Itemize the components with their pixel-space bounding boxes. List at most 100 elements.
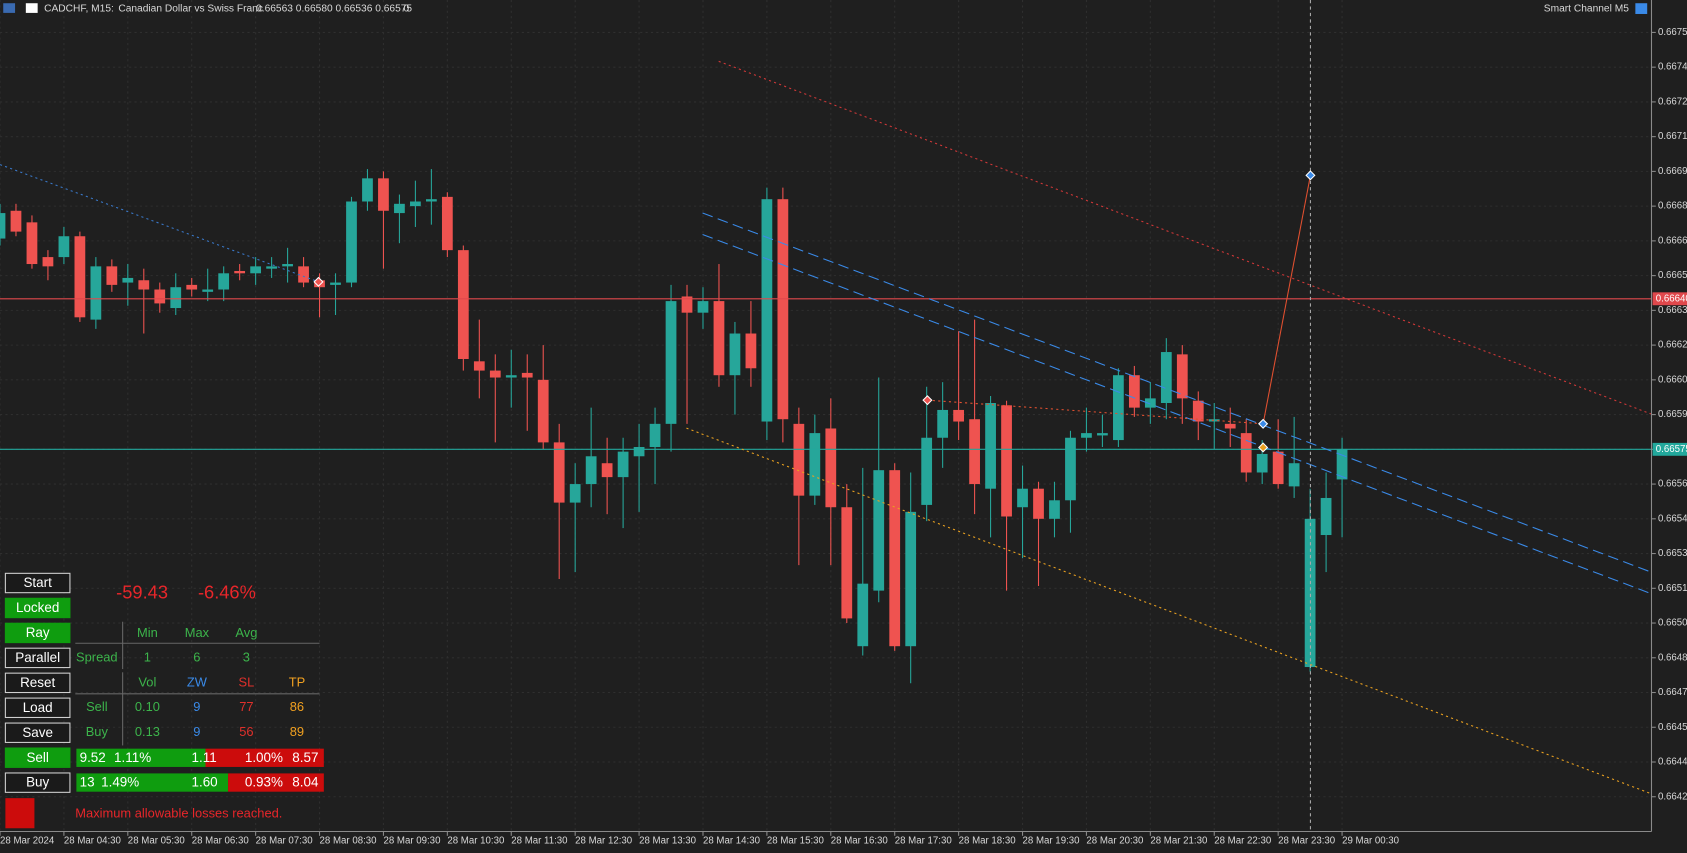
y-tick-label: 0.66620	[1658, 340, 1687, 351]
candle-body	[489, 370, 501, 378]
table-header: ZW	[187, 674, 208, 689]
button[interactable]	[4, 772, 71, 793]
candle-body	[1224, 423, 1236, 429]
x-tick-label: 29 Mar 00:30	[1342, 836, 1399, 847]
y-tick-label: 0.66440	[1658, 757, 1687, 768]
x-tick-label: 28 Mar 16:30	[831, 836, 888, 847]
control-panel: Start Locked Ray Parallel Reset Load Save Sell B…	[4, 572, 324, 829]
candle-body	[537, 379, 549, 443]
button-label[interactable]: Reset	[20, 675, 55, 690]
cell: 77	[239, 699, 253, 714]
y-tick-label: 0.66560	[1658, 479, 1687, 490]
candle-body	[505, 375, 517, 378]
price-label: 0.66575	[1656, 444, 1687, 455]
candle-body	[1240, 433, 1252, 473]
message: Maximum allowable losses reached.	[75, 806, 282, 821]
y-tick-label: 0.66755	[1658, 27, 1687, 38]
candle-body	[186, 284, 198, 290]
x-tick-label: 28 Mar 04:30	[64, 836, 121, 847]
candle-body	[1256, 453, 1268, 473]
table-header: SL	[238, 674, 254, 689]
button-label[interactable]: Buy	[26, 775, 49, 790]
cell: 86	[290, 699, 304, 714]
button-label[interactable]: Ray	[26, 625, 50, 640]
candle-body	[202, 289, 214, 292]
status-indicator	[5, 798, 35, 829]
candle-body	[809, 433, 821, 496]
candle-body	[234, 270, 246, 274]
candle-layer	[0, 169, 1652, 684]
button-label[interactable]: Locked	[16, 600, 59, 615]
button-label[interactable]: Sell	[26, 750, 48, 765]
candle-body	[250, 266, 262, 274]
candle-body	[282, 264, 293, 267]
marker	[1258, 442, 1269, 453]
candle-body	[953, 409, 964, 422]
button[interactable]	[4, 647, 71, 669]
y-tick-label: 0.66725	[1658, 96, 1687, 107]
y-tick-label: 0.66590	[1658, 409, 1687, 420]
cell: 3	[243, 650, 250, 665]
button-label[interactable]: Start	[23, 575, 52, 590]
menu-icon[interactable]	[3, 3, 16, 13]
candle-body	[1065, 437, 1076, 501]
bar-green	[76, 748, 206, 767]
cell: 0.10	[135, 699, 160, 714]
cell: 56	[239, 724, 253, 739]
candle-body	[330, 282, 341, 285]
y-tick-label: 0.66665	[1658, 235, 1687, 246]
symbol: CADCHF, M15:	[44, 3, 114, 14]
x-tick-label: 28 Mar 10:30	[447, 836, 504, 847]
cell: 9	[193, 724, 200, 739]
candle-body	[122, 277, 134, 283]
candle-body	[218, 273, 230, 290]
bar-text: 13	[80, 775, 95, 790]
candle-body	[1192, 400, 1204, 422]
candle-body	[74, 236, 86, 318]
button[interactable]	[4, 672, 71, 694]
candle-body	[569, 484, 581, 503]
table-header: Vol	[138, 674, 156, 689]
button[interactable]	[4, 747, 71, 768]
button[interactable]	[4, 622, 71, 644]
bar-text: 1.00%	[245, 750, 283, 765]
candle-body	[985, 403, 996, 489]
candle-body	[138, 280, 150, 290]
button-label[interactable]: Save	[22, 725, 53, 740]
y-tick-label: 0.66695	[1658, 166, 1687, 177]
candle-body	[1097, 433, 1108, 436]
button[interactable]	[4, 572, 71, 594]
channel-line	[702, 212, 1652, 573]
candle-body	[1081, 433, 1092, 438]
y-tick-label: 0.66740	[1658, 62, 1687, 73]
button[interactable]	[4, 597, 71, 619]
candle-body	[154, 289, 166, 304]
button[interactable]	[4, 722, 71, 743]
x-tick-label: 28 Mar 13:30	[639, 836, 696, 847]
y-tick-label: 0.66470	[1658, 687, 1687, 698]
chart-icon[interactable]	[25, 3, 38, 13]
trend-line	[1262, 175, 1311, 424]
candle-body	[745, 333, 757, 369]
candle-body	[889, 470, 901, 647]
candle-body	[1304, 518, 1316, 668]
table-header: TP	[289, 674, 305, 689]
row-label: Spread	[76, 650, 118, 665]
x-tick-label: 28 Mar 15:30	[767, 836, 824, 847]
candle-body	[410, 201, 421, 207]
candle-body	[90, 266, 102, 320]
channel-line	[702, 233, 1652, 595]
candle-body	[553, 442, 565, 503]
button-label[interactable]: Load	[23, 700, 53, 715]
cell: 6	[193, 650, 200, 665]
candle-body	[841, 507, 853, 619]
candle-body	[346, 201, 357, 283]
table-header: Avg	[235, 625, 257, 640]
button-label[interactable]: Parallel	[15, 650, 60, 665]
button[interactable]	[4, 697, 71, 719]
cell: 9	[193, 699, 200, 714]
bar-text: 8.57	[292, 750, 318, 765]
candle-body	[857, 583, 869, 647]
